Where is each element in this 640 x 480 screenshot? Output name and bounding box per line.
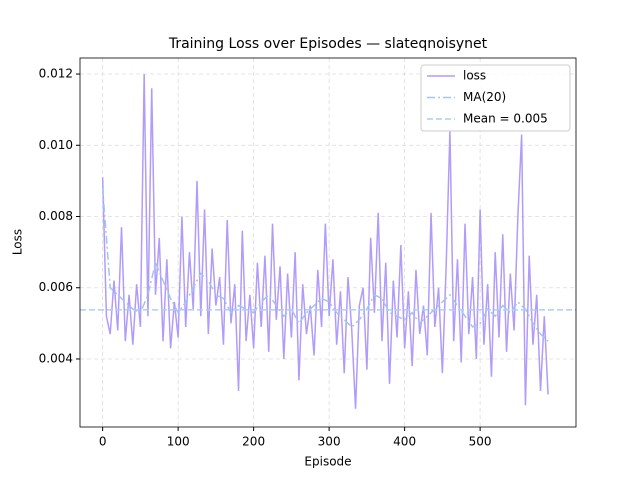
legend-box xyxy=(420,64,571,132)
y-tick-label: 0.004 xyxy=(39,351,73,365)
x-tick-label: 500 xyxy=(469,435,492,449)
x-tick-label: 400 xyxy=(393,435,416,449)
x-tick-label: 300 xyxy=(318,435,341,449)
x-tick-label: 200 xyxy=(242,435,265,449)
plot-frame xyxy=(79,57,577,428)
chart-title: Training Loss over Episodes — slateqnois… xyxy=(168,36,488,52)
y-axis-label: Loss xyxy=(11,229,25,255)
y-tick-label: 0.010 xyxy=(39,138,73,152)
series-line xyxy=(101,74,549,409)
x-axis-label: Episode xyxy=(304,455,351,469)
x-tick-label: 100 xyxy=(167,435,190,449)
legend-label: loss xyxy=(463,69,486,83)
legend-label: MA(20) xyxy=(463,90,506,104)
series-line xyxy=(101,187,549,342)
legend-label: Mean = 0.005 xyxy=(463,112,548,126)
x-tick-label: 0 xyxy=(99,435,107,449)
y-tick-label: 0.012 xyxy=(39,67,73,81)
y-tick-label: 0.008 xyxy=(39,209,73,223)
y-tick-label: 0.006 xyxy=(39,280,73,294)
